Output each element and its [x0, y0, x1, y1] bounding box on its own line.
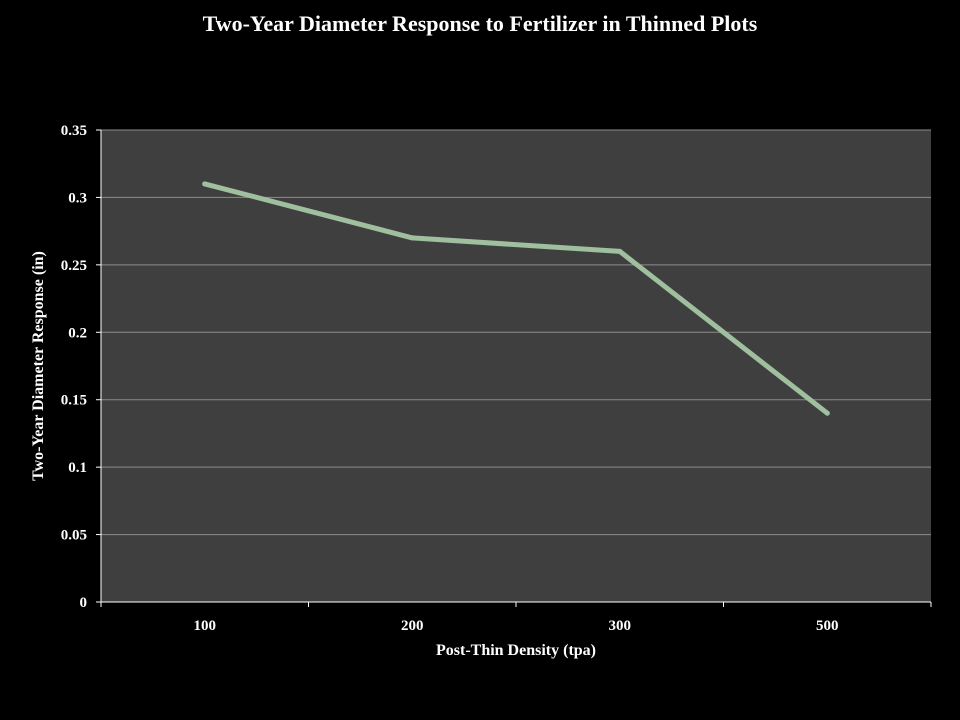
- tick-labels: 0 0.05 0.1 0.15 0.2 0.25 0.3 0.35 100 200 300 500: [61, 123, 839, 634]
- y-tick-label: 0.2: [68, 325, 87, 341]
- x-tick-label: 500: [816, 618, 839, 634]
- plot-area: [101, 130, 931, 602]
- y-tick-label: 0: [80, 595, 88, 611]
- gridlines: [101, 129, 931, 536]
- series-layer: [202, 181, 830, 416]
- axes: [96, 129, 932, 607]
- y-tick-label: 0.05: [61, 528, 87, 544]
- x-tick-label: 200: [401, 618, 424, 634]
- x-tick-label: 100: [194, 618, 217, 634]
- data-point: [409, 235, 415, 241]
- y-tick-label: 0.25: [61, 258, 87, 274]
- y-axis-title: Two-Year Diameter Response (in): [30, 251, 47, 481]
- chart-title: Two-Year Diameter Response to Fertilizer…: [203, 11, 758, 36]
- x-axis-title: Post-Thin Density (tpa): [436, 642, 596, 659]
- y-tick-label: 0.35: [61, 123, 87, 139]
- y-tick-label: 0.1: [68, 460, 87, 476]
- y-tick-label: 0.3: [68, 190, 87, 206]
- series-line-0: [202, 181, 830, 416]
- data-point: [824, 410, 830, 416]
- y-tick-label: 0.15: [61, 393, 87, 409]
- data-point: [202, 181, 208, 187]
- x-tick-label: 300: [609, 618, 632, 634]
- data-point: [617, 248, 623, 254]
